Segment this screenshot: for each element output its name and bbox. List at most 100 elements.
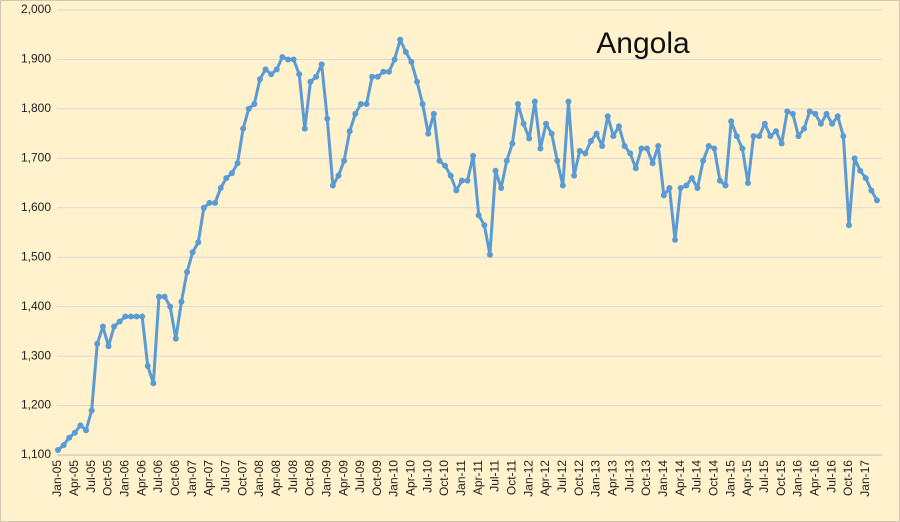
x-tick-label: Jul-09: [353, 460, 367, 493]
x-tick-label: Apr-05: [67, 460, 81, 496]
data-point: [666, 185, 673, 191]
x-tick-label: Oct-09: [370, 460, 384, 496]
data-point: [823, 110, 830, 117]
x-tick-label: Jan-17: [858, 460, 872, 497]
x-tick-label: Apr-13: [606, 460, 620, 496]
data-point: [324, 115, 331, 122]
data-point: [481, 222, 488, 229]
data-point: [284, 56, 291, 63]
data-point: [155, 293, 162, 300]
x-tick-label: Apr-10: [404, 460, 418, 496]
x-tick-label: Oct-12: [572, 460, 586, 496]
data-point: [571, 172, 578, 179]
data-point: [543, 120, 550, 127]
x-tick-label: Jan-12: [521, 460, 535, 497]
data-point: [559, 182, 566, 189]
data-point: [773, 128, 780, 135]
x-tick-label: Jul-15: [757, 460, 771, 493]
data-point: [812, 110, 819, 117]
x-tick-label: Jan-07: [185, 460, 199, 497]
data-point: [514, 100, 521, 107]
data-point: [531, 98, 538, 105]
data-point: [391, 56, 398, 63]
data-point: [744, 180, 751, 187]
x-tick-label: Oct-06: [168, 460, 182, 496]
data-point: [352, 110, 359, 117]
x-tick-label: Jan-11: [454, 460, 468, 496]
x-tick-label: Oct-11: [505, 460, 519, 495]
data-point: [492, 167, 499, 174]
data-point: [329, 182, 336, 189]
data-point: [621, 142, 628, 149]
data-point: [486, 251, 493, 258]
data-point: [414, 78, 421, 85]
x-tick-label: Oct-14: [706, 460, 720, 496]
data-point: [88, 407, 95, 414]
x-tick-label: Jul-12: [555, 460, 569, 493]
x-tick-label: Apr-14: [673, 460, 687, 496]
data-point: [582, 150, 589, 157]
x-tick-label: Oct-10: [437, 460, 451, 496]
data-point: [442, 162, 449, 169]
data-point: [161, 293, 168, 300]
data-point: [700, 157, 707, 164]
x-tick-label: Jan-10: [387, 460, 401, 497]
data-point: [167, 303, 174, 310]
data-point: [649, 160, 656, 167]
data-point: [234, 160, 241, 167]
data-point: [279, 53, 286, 60]
data-point: [733, 133, 740, 140]
x-tick-label: Jul-05: [84, 460, 98, 493]
data-point: [672, 236, 679, 243]
data-point: [868, 187, 875, 194]
data-point: [402, 49, 409, 56]
y-tick-label: 2,000: [21, 2, 51, 16]
data-point: [789, 110, 796, 117]
x-tick-label: Jan-08: [252, 460, 266, 497]
data-point: [363, 100, 370, 107]
data-point: [627, 150, 634, 157]
x-tick-label: Jul-16: [824, 460, 838, 493]
data-point: [105, 343, 112, 350]
data-point: [228, 170, 235, 177]
data-point: [548, 130, 555, 137]
data-point: [716, 177, 723, 184]
x-tick-label: Jan-13: [589, 460, 603, 497]
x-tick-label: Jul-11: [488, 460, 502, 492]
data-point: [380, 68, 387, 75]
data-point: [172, 335, 179, 342]
data-point: [335, 172, 342, 179]
x-tick-label: Apr-06: [134, 460, 148, 496]
data-point: [655, 142, 662, 149]
data-point: [520, 120, 527, 127]
data-point: [688, 175, 695, 182]
y-tick-label: 1,400: [21, 299, 51, 313]
data-point: [430, 110, 437, 117]
data-point: [55, 447, 61, 454]
data-point: [296, 71, 303, 78]
data-point: [195, 239, 202, 246]
data-point: [346, 128, 353, 135]
data-point: [761, 120, 768, 127]
data-point: [60, 442, 67, 449]
data-point: [313, 73, 320, 80]
data-point: [71, 429, 78, 436]
data-point: [122, 313, 129, 320]
x-tick-label: Jul-14: [690, 460, 704, 493]
data-point: [268, 71, 275, 78]
data-point: [615, 123, 622, 130]
data-point: [806, 108, 813, 115]
data-point: [498, 185, 505, 191]
data-point: [453, 187, 460, 194]
x-tick-label: Jan-16: [791, 460, 805, 497]
data-point: [184, 269, 191, 276]
data-point: [795, 133, 802, 140]
data-point: [632, 165, 639, 172]
data-point: [840, 133, 847, 140]
data-point: [212, 199, 219, 206]
data-point: [357, 100, 364, 107]
data-point: [301, 125, 308, 132]
data-point: [139, 313, 146, 320]
data-point: [554, 157, 561, 164]
data-point: [273, 66, 280, 73]
